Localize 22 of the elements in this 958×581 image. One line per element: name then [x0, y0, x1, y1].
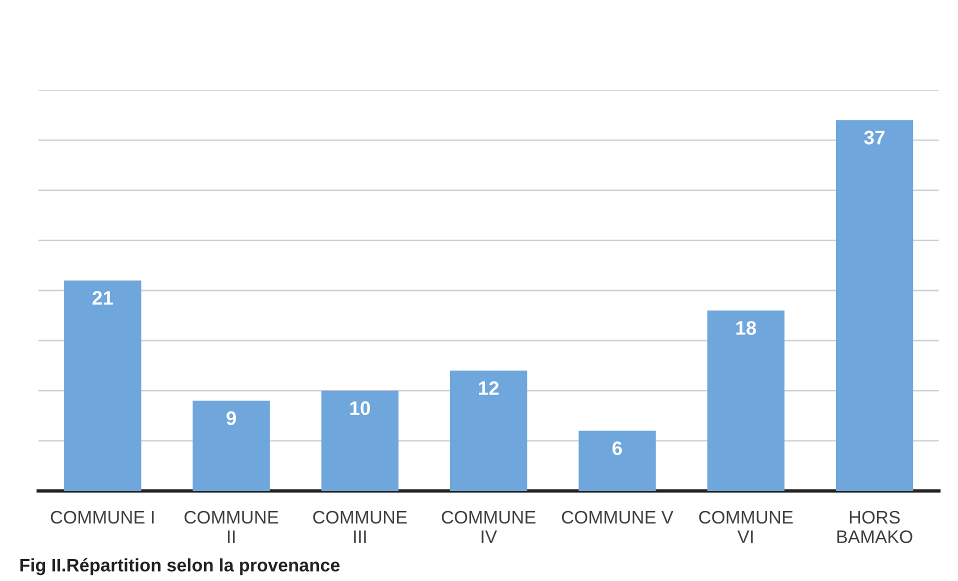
data-label: 10 [350, 401, 370, 416]
x-tick-label: COMMUNE V [562, 510, 674, 524]
bar [192, 400, 270, 491]
bar [578, 430, 656, 491]
text: Fig II.Répartition selon la provenance [20, 558, 340, 576]
x-tick-label: HORS BAMAKO [837, 510, 912, 544]
bar [450, 370, 528, 491]
data-label: 21 [92, 291, 113, 305]
x-tick-label: COMMUNE IV [442, 510, 536, 543]
x-tick-label: COMMUNE VI [699, 510, 793, 543]
bar [707, 310, 784, 491]
data-label: 18 [736, 321, 756, 335]
x-tick-label: COMMUNE I [50, 510, 154, 524]
data-label: 37 [864, 130, 884, 144]
bar [321, 390, 399, 491]
x-tick-label: COMMUNE III [313, 510, 407, 543]
data-label: 9 [226, 411, 236, 426]
bar [836, 120, 914, 491]
data-label: 12 [478, 381, 499, 395]
bar [64, 280, 142, 491]
data-label: 6 [612, 441, 622, 456]
x-tick-label: COMMUNE II [184, 510, 278, 543]
